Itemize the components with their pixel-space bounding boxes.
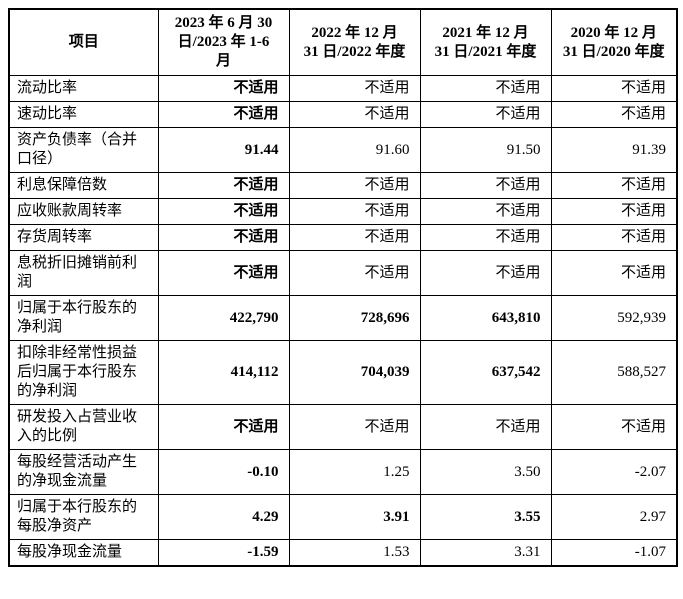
- row-label: 速动比率: [8, 101, 159, 128]
- row-label: 归属于本行股东的每股净资产: [8, 494, 159, 540]
- row-label: 扣除非经常性损益后归属于本行股东的净利润: [8, 340, 159, 405]
- column-header-2020: 2020 年 12 月 31 日/2020 年度: [550, 8, 678, 76]
- cell-value: 不适用: [550, 224, 678, 251]
- cell-value: 637,542: [419, 340, 552, 405]
- cell-value: 不适用: [157, 224, 290, 251]
- cell-value: 不适用: [157, 101, 290, 128]
- cell-value: 不适用: [419, 101, 552, 128]
- table-row-operating-cashflow-per-share: 每股经营活动产生的净现金流量 -0.10 1.25 3.50 -2.07: [8, 449, 678, 495]
- table-row-quick-ratio: 速动比率 不适用 不适用 不适用 不适用: [8, 101, 678, 128]
- cell-value: 3.31: [419, 539, 552, 567]
- cell-value: 不适用: [288, 75, 421, 102]
- cell-value: 91.60: [288, 127, 421, 173]
- table-row-interest-coverage: 利息保障倍数 不适用 不适用 不适用 不适用: [8, 172, 678, 199]
- cell-value: 91.44: [157, 127, 290, 173]
- table-row-rd-ratio: 研发投入占营业收入的比例 不适用 不适用 不适用 不适用: [8, 404, 678, 450]
- cell-value: 592,939: [550, 295, 678, 341]
- row-label: 归属于本行股东的净利润: [8, 295, 159, 341]
- cell-value: 91.39: [550, 127, 678, 173]
- row-label: 每股净现金流量: [8, 539, 159, 567]
- table-row-net-assets-per-share: 归属于本行股东的每股净资产 4.29 3.91 3.55 2.97: [8, 494, 678, 540]
- cell-value: 704,039: [288, 340, 421, 405]
- row-label: 存货周转率: [8, 224, 159, 251]
- cell-value: 3.50: [419, 449, 552, 495]
- cell-value: 不适用: [550, 404, 678, 450]
- table-row-ebitda: 息税折旧摊销前利润 不适用 不适用 不适用 不适用: [8, 250, 678, 296]
- cell-value: 不适用: [157, 172, 290, 199]
- row-label: 资产负债率（合并口径）: [8, 127, 159, 173]
- cell-value: 422,790: [157, 295, 290, 341]
- cell-value: 728,696: [288, 295, 421, 341]
- cell-value: 不适用: [419, 224, 552, 251]
- cell-value: 2.97: [550, 494, 678, 540]
- cell-value: 1.25: [288, 449, 421, 495]
- row-label: 息税折旧摊销前利润: [8, 250, 159, 296]
- cell-value: -1.07: [550, 539, 678, 567]
- cell-value: -0.10: [157, 449, 290, 495]
- cell-value: 3.91: [288, 494, 421, 540]
- cell-value: 不适用: [550, 250, 678, 296]
- cell-value: 414,112: [157, 340, 290, 405]
- cell-value: -2.07: [550, 449, 678, 495]
- column-header-2021: 2021 年 12 月 31 日/2021 年度: [419, 8, 552, 76]
- cell-value: 不适用: [157, 404, 290, 450]
- table-row-net-cashflow-per-share: 每股净现金流量 -1.59 1.53 3.31 -1.07: [8, 539, 678, 567]
- cell-value: 不适用: [550, 172, 678, 199]
- row-label: 利息保障倍数: [8, 172, 159, 199]
- cell-value: 4.29: [157, 494, 290, 540]
- cell-value: 不适用: [288, 198, 421, 225]
- cell-value: 不适用: [419, 172, 552, 199]
- financial-ratios-table: 项目 2023 年 6 月 30 日/2023 年 1-6 月 2022 年 1…: [8, 8, 678, 567]
- table-row-receivables-turnover: 应收账款周转率 不适用 不适用 不适用 不适用: [8, 198, 678, 225]
- cell-value: 不适用: [288, 250, 421, 296]
- cell-value: 643,810: [419, 295, 552, 341]
- table-row-inventory-turnover: 存货周转率 不适用 不适用 不适用 不适用: [8, 224, 678, 251]
- table-row-current-ratio: 流动比率 不适用 不适用 不适用 不适用: [8, 75, 678, 102]
- cell-value: -1.59: [157, 539, 290, 567]
- cell-value: 588,527: [550, 340, 678, 405]
- row-label: 流动比率: [8, 75, 159, 102]
- cell-value: 1.53: [288, 539, 421, 567]
- column-header-2023h1: 2023 年 6 月 30 日/2023 年 1-6 月: [157, 8, 290, 76]
- cell-value: 3.55: [419, 494, 552, 540]
- cell-value: 不适用: [419, 250, 552, 296]
- cell-value: 91.50: [419, 127, 552, 173]
- cell-value: 不适用: [419, 75, 552, 102]
- cell-value: 不适用: [288, 224, 421, 251]
- row-label: 研发投入占营业收入的比例: [8, 404, 159, 450]
- column-header-2022: 2022 年 12 月 31 日/2022 年度: [288, 8, 421, 76]
- cell-value: 不适用: [157, 198, 290, 225]
- cell-value: 不适用: [550, 198, 678, 225]
- table-row-net-profit-deducted: 扣除非经常性损益后归属于本行股东的净利润 414,112 704,039 637…: [8, 340, 678, 405]
- row-label: 每股经营活动产生的净现金流量: [8, 449, 159, 495]
- row-label: 应收账款周转率: [8, 198, 159, 225]
- table-row-net-profit: 归属于本行股东的净利润 422,790 728,696 643,810 592,…: [8, 295, 678, 341]
- cell-value: 不适用: [157, 75, 290, 102]
- cell-value: 不适用: [288, 101, 421, 128]
- cell-value: 不适用: [550, 75, 678, 102]
- cell-value: 不适用: [419, 198, 552, 225]
- cell-value: 不适用: [419, 404, 552, 450]
- cell-value: 不适用: [288, 404, 421, 450]
- cell-value: 不适用: [550, 101, 678, 128]
- column-header-item: 项目: [8, 8, 159, 76]
- table-row-debt-ratio: 资产负债率（合并口径） 91.44 91.60 91.50 91.39: [8, 127, 678, 173]
- cell-value: 不适用: [157, 250, 290, 296]
- header-row: 项目 2023 年 6 月 30 日/2023 年 1-6 月 2022 年 1…: [8, 8, 678, 76]
- cell-value: 不适用: [288, 172, 421, 199]
